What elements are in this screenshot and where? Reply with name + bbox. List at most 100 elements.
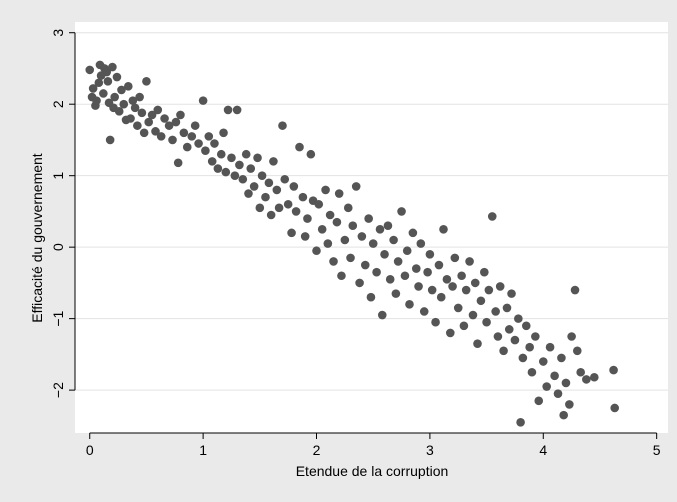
data-point [473,339,482,348]
data-point [565,400,574,409]
y-tick-label: 1 [50,172,66,180]
data-point [128,96,138,105]
data-point [139,128,149,138]
y-tick-label: 3 [50,29,66,37]
data-point [295,142,304,152]
data-point [92,96,101,105]
data-point [550,371,559,381]
y-axis-label: Efficacité du gouvernement [29,153,45,323]
data-point [557,353,566,363]
data-point [173,158,183,168]
data-point [534,396,544,406]
data-point [287,228,296,238]
y-tick-label: 2 [50,100,66,108]
data-point [227,153,236,163]
data-point [151,127,160,136]
data-point [241,149,251,159]
data-point [439,224,448,234]
data-point [306,149,316,159]
data-point [210,139,219,148]
data-point [576,367,585,377]
data-point [230,171,240,180]
data-point [291,207,301,216]
data-point [303,214,312,223]
data-point [266,210,276,220]
data-point [425,250,435,259]
y-axis-ticks: −2 −1 0 1 2 3 [50,29,75,398]
data-point [278,121,287,130]
data-point [400,271,410,281]
data-point [507,289,516,298]
data-point [99,89,108,98]
data-point [590,372,599,382]
data-point [204,132,214,141]
data-point [317,224,327,234]
data-point [493,332,503,341]
data-point [135,92,144,102]
data-point [312,246,321,256]
data-point [525,342,534,352]
data-point [427,285,437,295]
data-point [453,303,463,313]
data-point [216,149,226,159]
data-point [559,410,568,420]
data-point [176,110,185,120]
data-point [160,114,169,123]
data-point [114,107,124,116]
data-point [321,185,330,195]
data-point [423,267,432,277]
data-point [480,267,489,277]
data-point [325,210,335,220]
data-point [531,332,540,341]
data-point [182,142,192,152]
data-point [223,105,233,115]
data-point [470,278,480,288]
data-point [491,307,500,316]
data-point [144,117,153,127]
data-point [457,271,466,281]
data-point [414,282,423,291]
data-point [221,167,231,177]
data-point [198,96,208,105]
data-point [391,289,401,298]
data-point [383,221,393,231]
data-point [105,135,115,145]
data-point [334,189,344,198]
data-point [459,321,469,331]
data-point [411,264,421,273]
data-point [482,317,491,327]
data-point [289,182,299,191]
data-point [88,84,98,93]
data-point [484,285,494,295]
data-point [298,192,308,202]
data-point [385,275,395,284]
data-point [553,389,563,398]
data-point [329,257,338,266]
data-point [570,285,580,295]
data-point [610,403,620,413]
data-point [499,346,508,356]
data-point [112,72,122,82]
data-points [85,60,620,427]
data-point [402,246,412,256]
x-tick-label: 4 [539,442,547,458]
plot-area [75,22,668,433]
data-point [102,67,112,77]
data-point [269,157,278,166]
data-point [244,189,253,198]
data-point [126,114,135,123]
data-point [164,121,174,130]
data-point [561,378,571,388]
data-point [249,182,259,191]
data-point [502,303,512,313]
data-point [253,153,262,163]
data-point [261,192,270,202]
data-point [436,292,446,302]
y-tick-label: −2 [50,382,66,398]
data-point [355,278,364,288]
data-point [419,307,429,316]
data-point [137,108,147,118]
x-axis-label: Etendue de la corruption [296,463,449,479]
